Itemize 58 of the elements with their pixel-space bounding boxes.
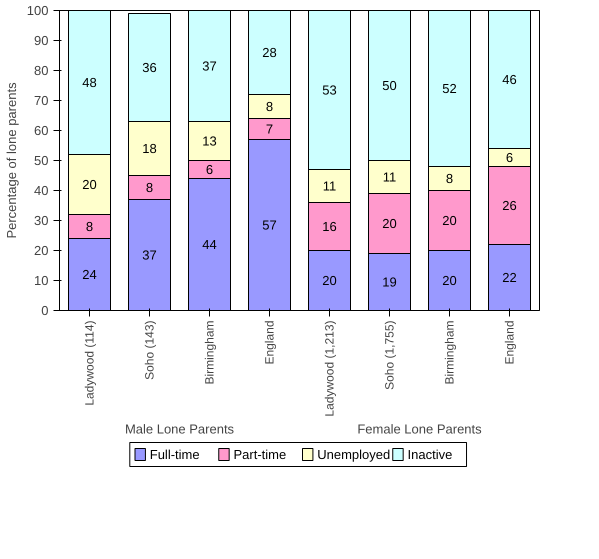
data-label: 37	[202, 58, 217, 74]
data-label: 28	[262, 45, 277, 60]
y-tick-label: 10	[34, 273, 49, 288]
data-label: 50	[382, 78, 397, 93]
data-label: 16	[322, 219, 337, 234]
data-label: 20	[82, 177, 97, 192]
data-label: 52	[442, 81, 457, 96]
y-axis-title: Percentage of lone parents	[4, 82, 19, 239]
legend-label: Inactive	[408, 447, 452, 462]
data-label: 20	[442, 273, 457, 288]
data-label: 20	[382, 216, 397, 231]
data-label: 8	[266, 99, 274, 114]
data-label: 37	[142, 248, 157, 262]
data-label: 13	[202, 134, 217, 148]
data-label: 20	[442, 213, 457, 228]
y-tick-label: 60	[34, 123, 49, 138]
y-tick-label: 30	[34, 213, 49, 228]
y-tick-label: 0	[41, 303, 49, 318]
data-label: 6	[206, 162, 214, 177]
y-tick-label: 80	[34, 63, 49, 78]
data-label: 44	[202, 237, 217, 252]
y-tick-label: 20	[34, 243, 49, 258]
x-tick-label: Ladywood (1,213)	[322, 320, 336, 417]
data-label: 22	[502, 270, 517, 285]
text: Female Lone Parents	[357, 422, 482, 436]
x-tick-label: Ladywood (114)	[82, 320, 96, 406]
x-tick-label: Soho (143)	[142, 320, 156, 380]
data-label: 46	[502, 72, 517, 87]
y-tick-label: 40	[34, 183, 49, 198]
y-tick-label: 50	[34, 153, 49, 168]
y-tick-label: 90	[34, 33, 49, 48]
x-tick-label: England	[262, 320, 276, 365]
x-tick-label: England	[502, 320, 516, 365]
data-label: 24	[82, 267, 97, 282]
y-tick-label: 70	[34, 93, 49, 108]
text: Male Lone Parents	[124, 422, 235, 436]
data-label: 19	[382, 274, 397, 290]
data-label: 36	[142, 60, 157, 75]
x-tick-label: Birmingham	[202, 320, 216, 385]
x-tick-label: Birmingham	[442, 320, 456, 385]
data-label: 48	[82, 75, 97, 90]
data-label: 20	[322, 273, 337, 288]
data-label: 18	[142, 141, 157, 156]
legend-label: Full-time	[150, 447, 200, 462]
data-label: 6	[506, 150, 514, 165]
data-label: 7	[266, 122, 274, 136]
data-label: 8	[446, 171, 454, 186]
y-tick-label: 100	[26, 3, 49, 18]
legend-label: Unemployed	[317, 447, 390, 462]
data-label: 26	[502, 198, 517, 213]
data-label: 8	[86, 219, 94, 234]
legend-label: Part-time	[234, 447, 286, 462]
data-label: 57	[262, 218, 277, 232]
data-label: 53	[322, 82, 337, 98]
data-label: 8	[146, 180, 154, 195]
data-label: 11	[322, 178, 336, 194]
x-tick-label: Soho (1,755)	[382, 320, 396, 390]
data-label: 11	[382, 170, 396, 184]
